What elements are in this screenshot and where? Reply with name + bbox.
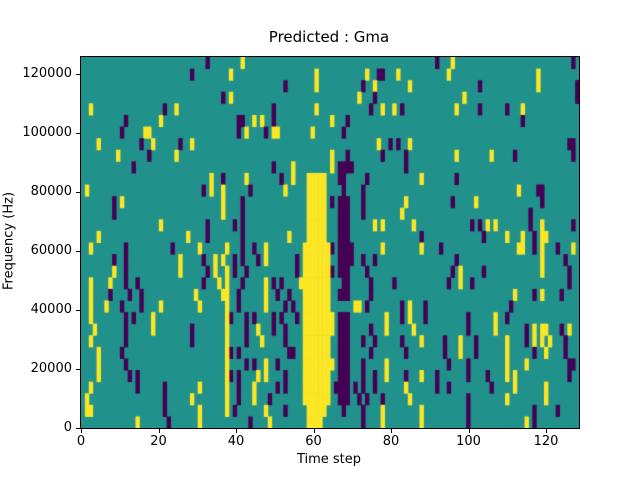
- x-tick-mark: [546, 429, 548, 433]
- heatmap-canvas: [81, 57, 579, 428]
- y-tick-label: 120000: [22, 65, 72, 81]
- y-tick-mark: [76, 428, 80, 429]
- x-tick-mark: [391, 429, 393, 433]
- y-tick-label: 100000: [22, 124, 72, 140]
- x-tick-mark: [468, 429, 470, 433]
- x-tick-label: 100: [456, 434, 481, 449]
- y-tick-label: 0: [63, 420, 72, 435]
- y-tick-mark: [76, 368, 80, 370]
- y-tick-mark: [76, 73, 80, 75]
- x-tick-mark: [158, 429, 160, 433]
- y-tick-label: 60000: [30, 242, 72, 258]
- chart-title: Predicted : Gma: [268, 28, 390, 46]
- y-tick-mark: [76, 250, 80, 252]
- y-axis-label: Frequency (Hz): [1, 191, 17, 291]
- x-tick-label: 0: [76, 434, 86, 449]
- y-tick-label: 20000: [30, 360, 72, 376]
- y-tick-mark: [76, 191, 80, 193]
- y-tick-mark: [76, 132, 80, 134]
- y-tick-mark: [76, 309, 80, 311]
- y-tick-label: 40000: [30, 301, 72, 317]
- x-tick-label: 20: [150, 434, 167, 449]
- plot-area: [80, 56, 580, 429]
- x-tick-mark: [81, 429, 82, 433]
- x-axis-label: Time step: [296, 452, 362, 467]
- x-tick-label: 40: [227, 434, 245, 449]
- x-tick-mark: [313, 429, 315, 433]
- x-tick-label: 120: [533, 434, 559, 449]
- x-tick-mark: [236, 429, 238, 433]
- y-tick-label: 80000: [30, 183, 72, 199]
- x-tick-label: 80: [382, 434, 400, 449]
- x-tick-label: 60: [305, 434, 322, 449]
